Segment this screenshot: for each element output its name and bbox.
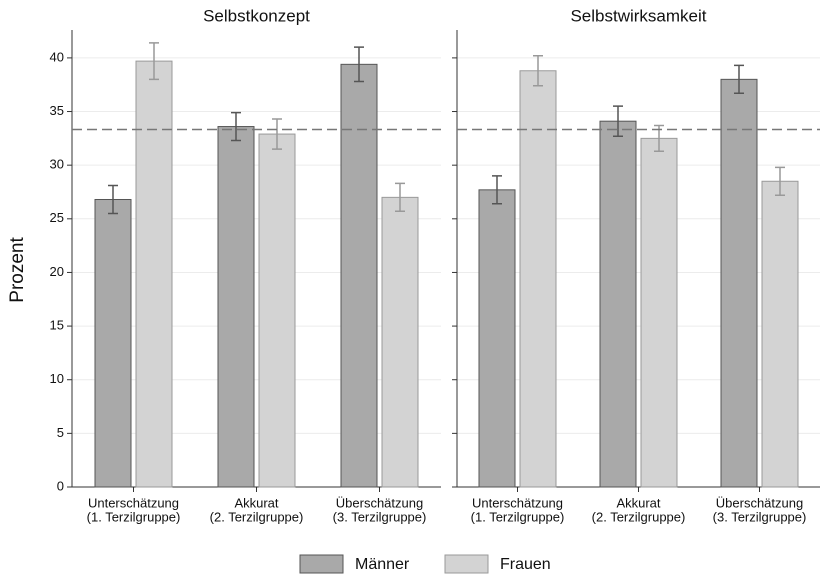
bar <box>381 196 419 488</box>
bar <box>217 126 255 488</box>
y-tick-label: 10 <box>50 371 64 386</box>
y-tick-label: 20 <box>50 264 64 279</box>
x-tick-label: Überschätzung <box>336 495 423 510</box>
y-tick-label: 25 <box>50 210 64 225</box>
x-tick-label: Akkurat <box>616 495 660 510</box>
error-bar <box>149 42 159 81</box>
bar <box>135 60 173 488</box>
legend-swatch <box>444 554 489 574</box>
x-tick-label: (2. Terzilgruppe) <box>592 509 686 524</box>
error-bar <box>272 118 282 150</box>
bar <box>720 78 758 488</box>
x-tick-label: Akkurat <box>234 495 278 510</box>
panel-title: Selbstkonzept <box>203 6 310 25</box>
bar <box>761 180 799 488</box>
legend-label: Frauen <box>500 556 551 573</box>
error-bar <box>533 54 543 87</box>
y-tick-label: 40 <box>50 49 64 64</box>
x-tick-label: (1. Terzilgruppe) <box>87 509 181 524</box>
bar <box>340 63 378 488</box>
error-bar <box>613 105 623 137</box>
panel-title: Selbstwirksamkeit <box>570 6 706 25</box>
error-bar <box>734 64 744 95</box>
bar <box>258 133 296 488</box>
y-tick-label: 30 <box>50 157 64 172</box>
x-tick-label: Unterschätzung <box>472 495 563 510</box>
y-axis-label: Prozent <box>7 237 28 303</box>
y-tick-label: 5 <box>57 425 64 440</box>
y-tick-label: 35 <box>50 103 64 118</box>
error-bar <box>354 46 364 83</box>
y-tick-label: 0 <box>57 478 64 493</box>
bar <box>519 70 557 488</box>
error-bar <box>395 182 405 213</box>
bar <box>640 137 678 488</box>
legend-swatch <box>299 554 344 574</box>
bar <box>94 198 132 488</box>
x-tick-label: (3. Terzilgruppe) <box>713 509 807 524</box>
error-bar <box>231 111 241 142</box>
x-tick-label: (2. Terzilgruppe) <box>210 509 304 524</box>
x-tick-label: (1. Terzilgruppe) <box>471 509 565 524</box>
y-tick-label: 15 <box>50 318 64 333</box>
bar <box>599 120 637 488</box>
error-bar <box>492 175 502 205</box>
x-tick-label: Unterschätzung <box>88 495 179 510</box>
x-tick-label: (3. Terzilgruppe) <box>333 509 427 524</box>
error-bar <box>108 184 118 215</box>
x-tick-label: Überschätzung <box>716 495 803 510</box>
bar <box>478 189 516 488</box>
error-bar <box>775 166 785 196</box>
legend-label: Männer <box>355 556 410 573</box>
